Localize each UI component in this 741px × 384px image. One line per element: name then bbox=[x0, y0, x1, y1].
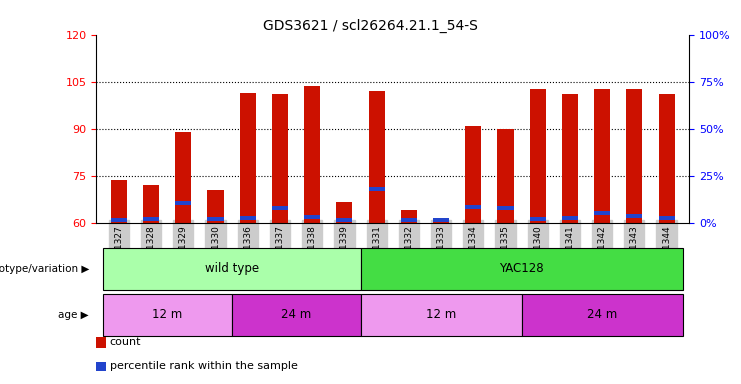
Bar bbox=[103, 248, 361, 290]
Bar bbox=[594, 89, 610, 223]
Bar bbox=[522, 294, 682, 336]
Bar bbox=[143, 185, 159, 223]
Bar bbox=[361, 294, 522, 336]
Text: percentile rank within the sample: percentile rank within the sample bbox=[110, 361, 298, 371]
Bar bbox=[336, 218, 353, 222]
Text: 12 m: 12 m bbox=[426, 308, 456, 321]
Bar bbox=[336, 202, 353, 223]
Bar bbox=[143, 217, 159, 221]
Bar bbox=[207, 217, 224, 221]
Bar bbox=[176, 132, 191, 223]
Bar bbox=[272, 94, 288, 223]
Bar bbox=[361, 248, 682, 290]
Bar bbox=[207, 190, 224, 223]
Text: 24 m: 24 m bbox=[587, 308, 617, 321]
Bar bbox=[465, 205, 482, 209]
Bar bbox=[368, 91, 385, 223]
Bar bbox=[272, 206, 288, 210]
Text: age ▶: age ▶ bbox=[59, 310, 89, 320]
Bar bbox=[111, 218, 127, 222]
Bar bbox=[176, 201, 191, 205]
Bar bbox=[497, 129, 514, 223]
Bar bbox=[497, 206, 514, 210]
Text: wild type: wild type bbox=[205, 262, 259, 275]
Bar bbox=[626, 214, 642, 218]
Bar bbox=[304, 215, 320, 219]
Bar bbox=[530, 217, 546, 221]
Bar bbox=[659, 216, 674, 220]
Bar bbox=[232, 294, 361, 336]
Bar bbox=[239, 93, 256, 223]
Bar bbox=[562, 216, 578, 220]
Bar bbox=[530, 89, 546, 223]
Bar bbox=[465, 126, 482, 223]
Bar bbox=[304, 86, 320, 223]
Text: 12 m: 12 m bbox=[152, 308, 182, 321]
Bar bbox=[103, 294, 232, 336]
Bar bbox=[562, 94, 578, 223]
Bar bbox=[401, 210, 417, 223]
Bar bbox=[111, 180, 127, 223]
Text: GDS3621 / scl26264.21.1_54-S: GDS3621 / scl26264.21.1_54-S bbox=[263, 19, 478, 33]
Bar bbox=[594, 212, 610, 215]
Bar bbox=[659, 94, 674, 223]
Bar bbox=[626, 89, 642, 223]
Bar bbox=[401, 218, 417, 222]
Text: 24 m: 24 m bbox=[281, 308, 311, 321]
Text: genotype/variation ▶: genotype/variation ▶ bbox=[0, 264, 89, 274]
Bar bbox=[433, 221, 449, 223]
Bar bbox=[239, 216, 256, 220]
Text: YAC128: YAC128 bbox=[499, 262, 544, 275]
Bar bbox=[368, 187, 385, 191]
Text: count: count bbox=[110, 337, 142, 347]
Bar bbox=[433, 218, 449, 222]
